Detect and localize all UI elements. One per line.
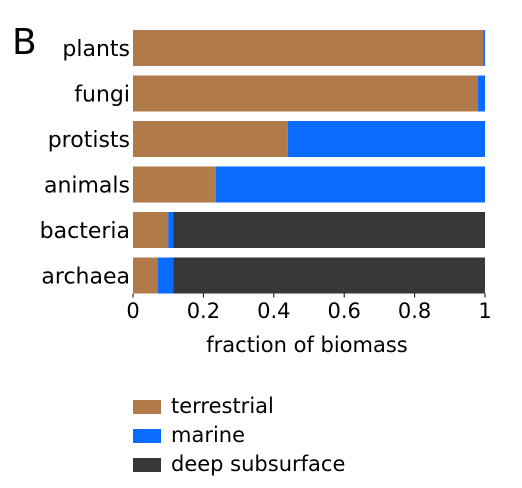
legend-swatch-marine <box>133 429 161 443</box>
bar-fungi-terrestrial <box>133 75 478 112</box>
bar-animals-terrestrial <box>133 166 216 203</box>
bar-archaea-terrestrial <box>133 257 158 294</box>
x-axis-title: fraction of biomass <box>206 333 407 357</box>
legend-label-deep-subsurface: deep subsurface <box>171 452 345 476</box>
bar-animals-marine <box>215 166 485 203</box>
bar-bacteria-terrestrial <box>133 212 169 248</box>
bar-archaea-deep-subsurface <box>173 257 486 294</box>
legend-label-marine: marine <box>171 423 245 447</box>
category-label-protists: protists <box>48 128 130 153</box>
category-label-plants: plants <box>62 37 130 62</box>
bar-bacteria-marine <box>168 212 174 248</box>
category-label-archaea: archaea <box>41 265 130 290</box>
bar-protists-marine <box>287 121 485 157</box>
legend: terrestrial marine deep subsurface <box>133 394 345 476</box>
category-label-animals: animals <box>44 174 130 199</box>
category-labels: plants fungi protists animals bacteria archae… <box>40 37 130 290</box>
category-label-fungi: fungi <box>74 83 130 108</box>
panel-label: B <box>12 22 37 63</box>
x-axis: 0 0.2 0.4 0.6 0.8 1 <box>126 293 492 323</box>
bar-archaea-marine <box>157 257 174 294</box>
bar-fungi-marine <box>477 75 485 112</box>
bars-group <box>133 30 486 294</box>
legend-swatch-terrestrial <box>133 400 161 414</box>
x-tick-label: 0.8 <box>398 299 431 323</box>
x-tick-label: 1 <box>478 299 491 323</box>
legend-swatch-deep-subsurface <box>133 458 161 472</box>
x-tick-label: 0.4 <box>257 299 290 323</box>
bar-bacteria-deep-subsurface <box>173 212 486 248</box>
x-tick-label: 0 <box>126 299 139 323</box>
category-label-bacteria: bacteria <box>40 219 130 244</box>
x-tick-label: 0.2 <box>187 299 220 323</box>
bar-protists-terrestrial <box>133 121 288 157</box>
bar-plants-terrestrial <box>133 30 484 66</box>
legend-label-terrestrial: terrestrial <box>171 394 274 418</box>
bar-plants-marine <box>483 30 485 66</box>
x-tick-label: 0.6 <box>327 299 360 323</box>
